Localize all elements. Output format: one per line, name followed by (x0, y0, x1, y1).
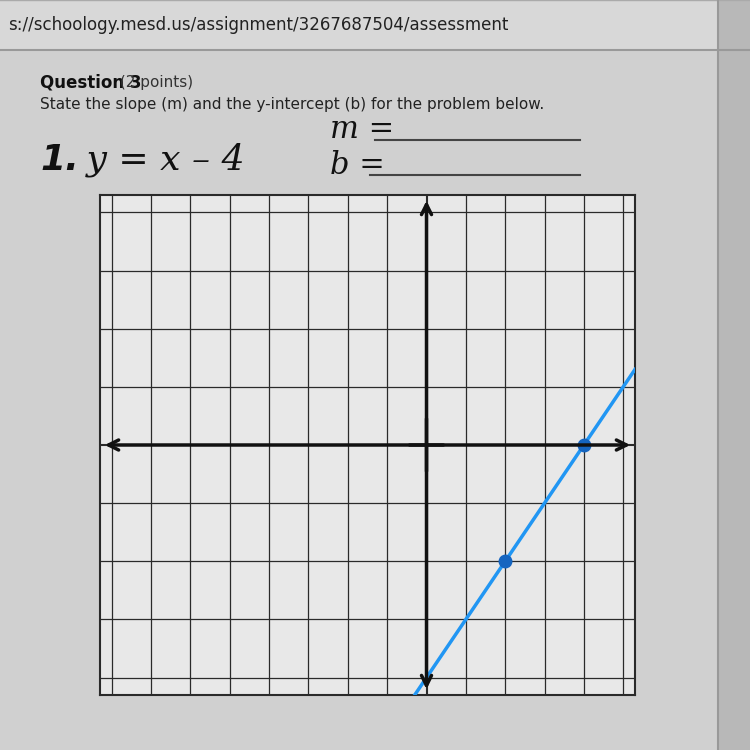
Text: 1.: 1. (40, 143, 79, 177)
Text: m =: m = (330, 115, 394, 146)
Text: State the slope (m) and the y-intercept (b) for the problem below.: State the slope (m) and the y-intercept … (40, 98, 544, 112)
Text: Question 3: Question 3 (40, 74, 142, 92)
Text: b =: b = (330, 149, 385, 181)
Bar (0, 0, 750, 50)
Bar (718, 0, 750, 750)
Text: s://schoology.mesd.us/assignment/3267687504/assessment: s://schoology.mesd.us/assignment/3267687… (8, 16, 508, 34)
Text: (2 points): (2 points) (115, 76, 194, 91)
Text: y = x – 4: y = x – 4 (75, 142, 244, 177)
